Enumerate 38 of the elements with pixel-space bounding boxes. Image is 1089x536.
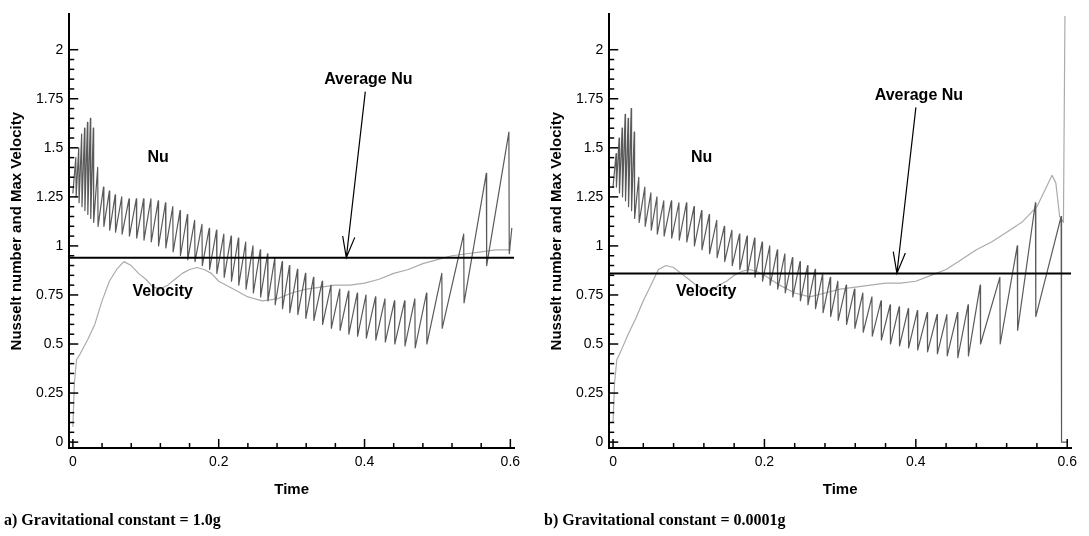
annotation: Velocity: [132, 282, 193, 300]
x-tick-label: 0: [609, 453, 618, 470]
annotation: Average Nu: [324, 70, 413, 88]
x-tick-label: 0: [69, 453, 77, 470]
y-tick-label: 1.5: [583, 138, 604, 155]
text: b) Gravitational constant = 0.0001g: [544, 510, 786, 529]
x-tick-label: 0.2: [208, 453, 229, 470]
y-tick-label: 2: [55, 40, 64, 57]
x-tick-label: 0.6: [1057, 453, 1078, 470]
x-tick-label: 0.4: [906, 453, 926, 470]
y-tick-label: 0: [595, 432, 604, 449]
annotation: Nu: [690, 147, 713, 165]
y-tick-label: 1.75: [576, 89, 604, 106]
y-tick-label: 0.25: [576, 383, 604, 400]
x-tick-label: 0.2: [754, 453, 775, 470]
x-axis-title: Time: [822, 479, 858, 497]
y-tick-label: 1.75: [36, 89, 64, 106]
y-tick-label: 2: [595, 40, 604, 57]
y-tick-label: 0: [55, 432, 64, 449]
text: a) Gravitational constant = 1.0g: [4, 510, 221, 529]
x-tick-label: 0.6: [500, 453, 521, 470]
y-tick-label: 1: [595, 236, 604, 253]
y-tick-label: 1.25: [576, 187, 604, 204]
y-tick-label: 1.5: [43, 138, 64, 155]
y-tick-label: 0.5: [43, 334, 64, 351]
y-tick-label: 0.75: [36, 285, 64, 302]
y-tick-label: 0.5: [583, 334, 604, 351]
y-axis-title: Nusselt number and Max Velocity: [547, 111, 565, 351]
x-axis-title: Time: [274, 479, 309, 497]
x-tick-label: 0.4: [354, 453, 375, 470]
annotation: Average Nu: [874, 85, 964, 103]
y-tick-label: 0.75: [576, 285, 604, 302]
y-tick-label: 1.25: [36, 187, 64, 204]
y-tick-label: 0.25: [36, 383, 64, 400]
annotation: Velocity: [675, 282, 737, 300]
y-axis-title: Nusselt number and Max Velocity: [7, 111, 25, 351]
y-tick-label: 1: [55, 236, 64, 253]
annotation: Nu: [147, 147, 169, 165]
